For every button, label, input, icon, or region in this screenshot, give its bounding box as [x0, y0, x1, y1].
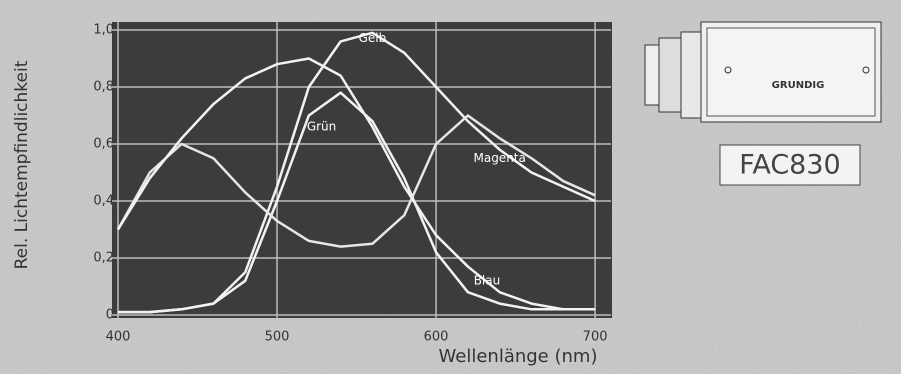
curve-label: Magenta — [473, 151, 525, 165]
y-axis-label: Rel. Lichtempfindlichkeit — [12, 60, 32, 269]
camera-brand: GRUNDIG — [772, 80, 825, 91]
y-tick-label: 0,8 — [93, 80, 114, 95]
y-tick-label: 0 — [106, 308, 114, 323]
x-tick-label: 400 — [106, 330, 131, 345]
curve — [116, 114, 596, 248]
curve-label: Grün — [307, 119, 336, 133]
x-tick-label: 500 — [265, 330, 290, 345]
x-tick-label: 600 — [424, 330, 449, 345]
y-tick-label: 1,0 — [93, 23, 114, 38]
y-tick-label: 0,2 — [93, 251, 114, 266]
x-tick-label: 700 — [583, 330, 608, 345]
curve — [116, 57, 596, 311]
y-tick-label: 0,6 — [93, 137, 114, 152]
camera-model: FAC830 — [739, 150, 840, 181]
plot-area — [112, 22, 612, 318]
y-tick-label: 0,4 — [93, 194, 114, 209]
curve — [118, 91, 596, 314]
x-axis-label: Wellenlänge (nm) — [439, 346, 598, 367]
curve-label: Blau — [474, 273, 501, 287]
curve-label: Gelb — [359, 31, 387, 45]
camera-drawing: GRUNDIG FAC830 — [644, 21, 882, 186]
